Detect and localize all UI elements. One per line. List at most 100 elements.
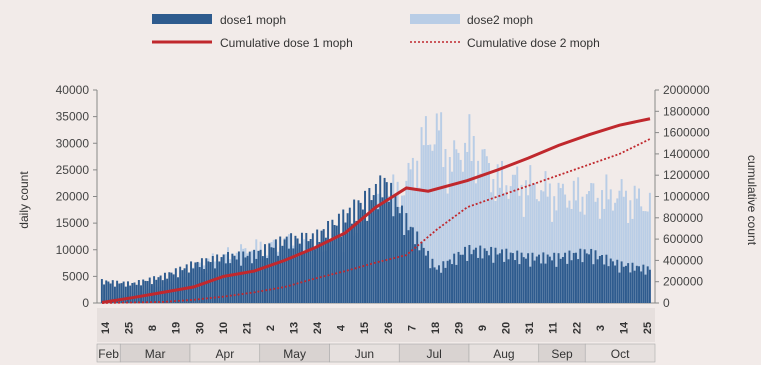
bar-dose1 <box>296 238 299 303</box>
bar-dose1 <box>257 250 260 303</box>
bar-dose1 <box>305 232 308 303</box>
bar-dose1 <box>583 249 586 303</box>
legend-label-cum1: Cumulative dose 1 moph <box>220 36 353 50</box>
bar-dose1 <box>281 245 284 303</box>
bar-dose1 <box>194 262 197 303</box>
bar-dose1 <box>200 258 203 303</box>
bar-dose1 <box>311 233 314 303</box>
bar-dose1 <box>622 266 625 303</box>
bar-dose2 <box>616 198 619 303</box>
bar-dose1 <box>390 182 393 303</box>
bar-dose1 <box>381 197 384 303</box>
bar-dose1 <box>172 274 175 303</box>
bar-dose1 <box>344 222 347 303</box>
bar-dose1 <box>135 284 138 303</box>
bar-dose2 <box>457 152 460 303</box>
bar-dose1 <box>407 230 410 303</box>
bar-dose1 <box>170 272 173 303</box>
y-tick-label: 40000 <box>56 83 90 97</box>
bar-dose1 <box>424 255 427 303</box>
x-day-tick-label: 14 <box>618 321 630 334</box>
bar-dose2 <box>451 171 453 303</box>
bar-dose2 <box>546 196 549 303</box>
bar-dose1 <box>474 247 477 303</box>
bar-dose1 <box>448 259 451 303</box>
bar-dose1 <box>364 190 366 303</box>
bar-dose2 <box>511 174 514 303</box>
x-day-tick-label: 24 <box>312 321 324 334</box>
bar-dose2 <box>496 164 499 303</box>
x-month-label: Jul <box>426 347 441 361</box>
bar-dose1 <box>120 283 123 303</box>
bar-dose2 <box>507 198 510 303</box>
bar-dose1 <box>564 252 567 303</box>
legend-label-dose2: dose2 moph <box>467 13 533 27</box>
line-cumulative-dose1 <box>101 117 651 304</box>
bar-dose2 <box>483 149 486 303</box>
y2-tick-label: 400000 <box>663 253 703 267</box>
bar-dose1 <box>453 253 456 303</box>
bar-dose2 <box>618 190 621 303</box>
bar-dose1 <box>244 257 247 303</box>
y-tick-label: 25000 <box>56 163 90 177</box>
bar-dose2 <box>540 190 543 303</box>
y-tick-label: 5000 <box>62 269 89 283</box>
bar-dose2 <box>638 188 640 303</box>
bar-dose1 <box>559 258 562 303</box>
bar-dose1 <box>479 245 482 303</box>
bar-dose1 <box>535 256 538 303</box>
bar-dose1 <box>611 261 614 303</box>
bar-dose1 <box>168 272 171 303</box>
bar-dose1 <box>494 247 497 303</box>
bar-dose2 <box>559 188 562 303</box>
bar-dose1 <box>614 265 617 303</box>
bar-dose1 <box>259 249 262 303</box>
bar-dose2 <box>427 145 430 303</box>
bar-dose1 <box>255 258 258 303</box>
bar-dose2 <box>555 210 558 303</box>
bar-dose1 <box>501 249 503 303</box>
bar-dose1 <box>229 263 232 303</box>
bar-dose2 <box>609 189 612 303</box>
bar-dose1 <box>492 262 495 303</box>
x-day-tick-label: 18 <box>430 322 442 334</box>
bar-dose1 <box>420 241 423 303</box>
x-day-tick-label: 10 <box>218 322 230 334</box>
bar-dose1 <box>648 269 651 303</box>
bar-dose1 <box>374 183 377 303</box>
bar-dose1 <box>542 252 545 303</box>
bar-dose1 <box>579 248 582 303</box>
bar-dose1 <box>520 252 523 303</box>
x-day-tick-label: 3 <box>595 325 607 331</box>
bar-dose2 <box>498 187 501 303</box>
bar-dose1 <box>307 241 310 303</box>
bar-dose1 <box>555 266 558 303</box>
bar-dose1 <box>316 229 319 303</box>
y2-tick-label: 600000 <box>663 232 703 246</box>
bar-dose1 <box>437 265 440 303</box>
bar-dose2 <box>448 157 451 303</box>
y2-tick-label: 0 <box>663 296 670 310</box>
x-day-tick-label: 2 <box>265 325 277 331</box>
bar-dose1 <box>561 257 564 303</box>
y-axis-label: daily count <box>17 171 31 229</box>
bar-dose1 <box>518 264 521 303</box>
legend-swatch-dose1 <box>152 14 212 24</box>
bar-dose1 <box>264 244 266 303</box>
x-day-tick-label: 20 <box>501 322 513 334</box>
bar-dose1 <box>377 209 380 303</box>
bar-dose1 <box>246 255 249 303</box>
bar-dose1 <box>333 225 336 303</box>
bar-dose1 <box>309 239 312 303</box>
y-tick-label: 30000 <box>56 136 90 150</box>
bar-dose2 <box>585 194 588 303</box>
bar-dose2 <box>605 174 608 303</box>
x-day-tick-label: 4 <box>336 324 348 331</box>
bar-dose1 <box>509 252 512 303</box>
bar-dose2 <box>461 171 464 303</box>
bar-dose1 <box>324 237 327 303</box>
x-month-label: Mar <box>145 347 166 361</box>
x-month-label: Oct <box>611 347 630 361</box>
bar-dose2 <box>435 113 438 303</box>
